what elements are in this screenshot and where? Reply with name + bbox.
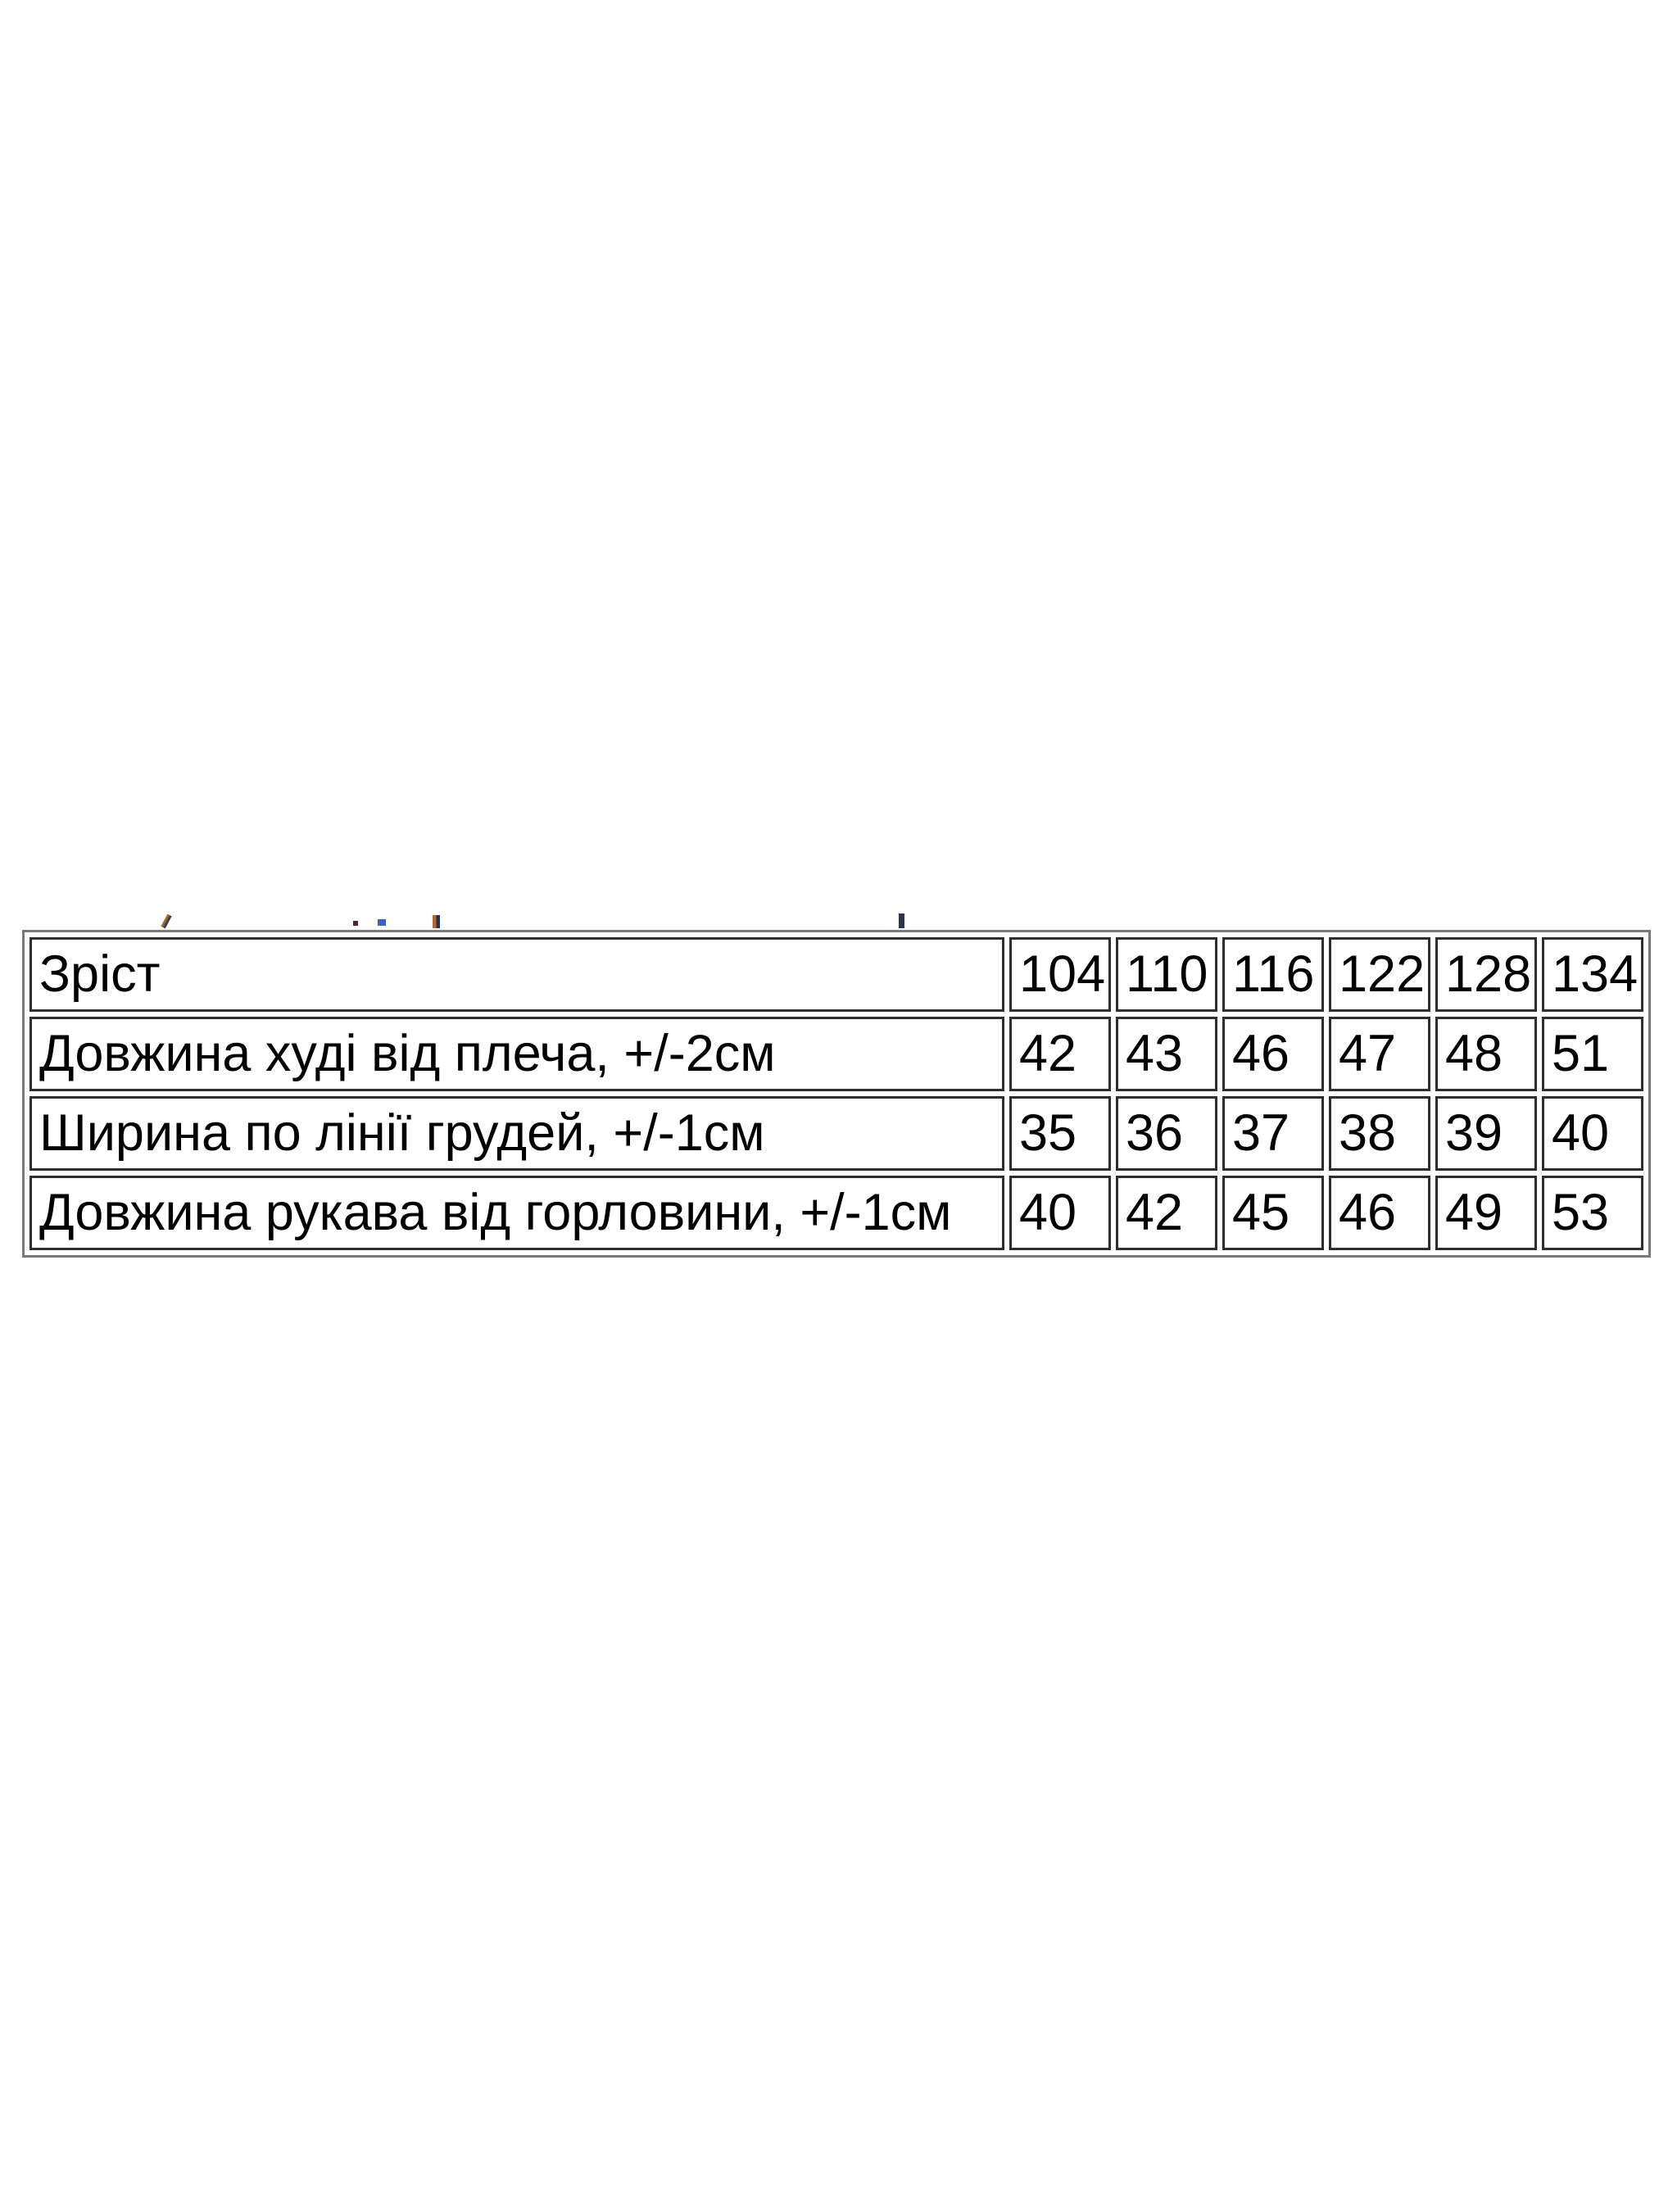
value-cell: 53: [1542, 1176, 1643, 1250]
clipped-text-fragment: [378, 919, 386, 926]
value-cell: 48: [1435, 1017, 1537, 1091]
value-cell: 40: [1009, 1176, 1111, 1250]
value-cell: 35: [1009, 1096, 1111, 1171]
value-cell: 42: [1009, 1017, 1111, 1091]
value-cell: 45: [1222, 1176, 1324, 1250]
size-header-cell: 110: [1116, 937, 1217, 1012]
value-cell: 46: [1329, 1176, 1430, 1250]
value-cell: 36: [1116, 1096, 1217, 1171]
table-row: Ширина по лінії грудей, +/-1см 35 36 37 …: [29, 1096, 1643, 1171]
row-label-cell: Довжина рукава від горловини, +/-1см: [29, 1176, 1004, 1250]
clipped-text-fragment: [899, 913, 904, 928]
size-header-cell: 116: [1222, 937, 1324, 1012]
value-cell: 47: [1329, 1017, 1430, 1091]
header-label-cell: Зріст: [29, 937, 1004, 1012]
value-cell: 37: [1222, 1096, 1324, 1171]
value-cell: 40: [1542, 1096, 1643, 1171]
value-cell: 51: [1542, 1017, 1643, 1091]
size-header-cell: 122: [1329, 937, 1430, 1012]
value-cell: 42: [1116, 1176, 1217, 1250]
value-cell: 49: [1435, 1176, 1537, 1250]
clipped-text-fragment: [353, 921, 358, 926]
clipped-text-fragment: [433, 915, 440, 928]
value-cell: 46: [1222, 1017, 1324, 1091]
table-row: Довжина худі від плеча, +/-2см 42 43 46 …: [29, 1017, 1643, 1091]
size-header-cell: 128: [1435, 937, 1537, 1012]
size-header-cell: 104: [1009, 937, 1111, 1012]
value-cell: 38: [1329, 1096, 1430, 1171]
row-label-cell: Ширина по лінії грудей, +/-1см: [29, 1096, 1004, 1171]
table-row: Довжина рукава від горловини, +/-1см 40 …: [29, 1176, 1643, 1250]
table-row-header: Зріст 104 110 116 122 128 134: [29, 937, 1643, 1012]
clipped-text-fragment: [161, 913, 172, 929]
size-chart-table: Зріст 104 110 116 122 128 134 Довжина ху…: [22, 930, 1651, 1258]
size-header-cell: 134: [1542, 937, 1643, 1012]
value-cell: 39: [1435, 1096, 1537, 1171]
row-label-cell: Довжина худі від плеча, +/-2см: [29, 1017, 1004, 1091]
value-cell: 43: [1116, 1017, 1217, 1091]
